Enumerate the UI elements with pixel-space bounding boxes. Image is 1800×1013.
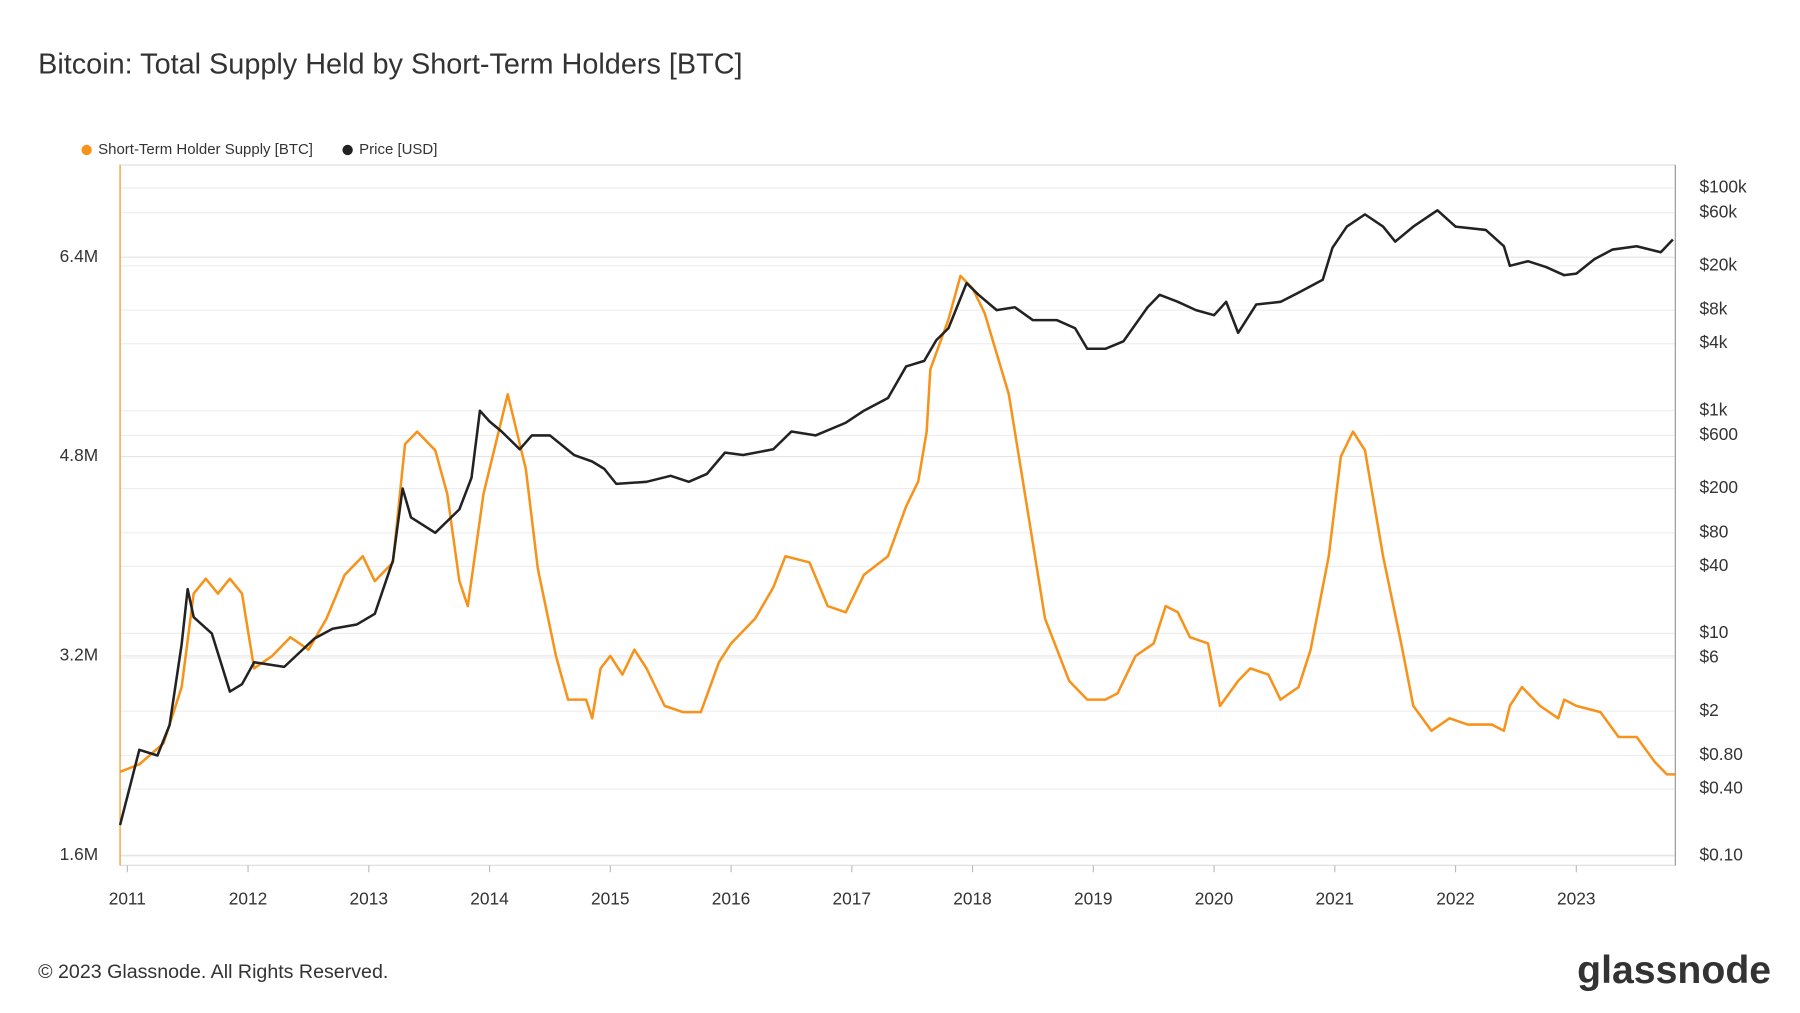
y2-tick-label: $4k [1700, 332, 1728, 352]
series-line [118, 209, 1674, 826]
legend: Short-Term Holder Supply [BTC] Price [USD… [81, 141, 437, 158]
y2-tick-label: $200 [1700, 477, 1738, 497]
legend-swatch [342, 144, 353, 156]
series-line [119, 274, 1676, 776]
x-tick-label: 2017 [833, 888, 871, 908]
x-tick-label: 2011 [109, 888, 146, 908]
legend-label: Price [USD] [359, 141, 437, 158]
y2-tick-label: $100k [1700, 177, 1747, 197]
x-tick-label: 2018 [953, 888, 991, 908]
x-tick-label: 2013 [350, 888, 388, 908]
y-tick-label: 1.6M [60, 844, 98, 864]
x-tick-label: 2012 [229, 888, 267, 908]
brand-logo: glassnode [1577, 948, 1771, 992]
y2-tick-label: $600 [1700, 424, 1738, 444]
legend-label: Short-Term Holder Supply [BTC] [98, 141, 313, 158]
y2-tick-label: $8k [1700, 299, 1728, 319]
plot-frame [119, 164, 1676, 866]
y2-tick-label: $1k [1700, 399, 1728, 419]
x-tick-label: 2022 [1436, 888, 1474, 908]
chart-title: Bitcoin: Total Supply Held by Short-Term… [38, 48, 742, 80]
y2-tick-label: $80 [1700, 521, 1729, 541]
legend-swatch [81, 144, 92, 156]
y2-tick-label: $40 [1700, 555, 1729, 575]
y-tick-label: 3.2M [60, 645, 98, 665]
y-tick-label: 4.8M [60, 445, 98, 465]
x-tick-label: 2021 [1316, 888, 1354, 908]
y2-tick-label: $10 [1700, 622, 1729, 642]
x-tick-label: 2023 [1557, 888, 1595, 908]
x-tick-label: 2014 [470, 888, 509, 908]
y2-tick-label: $2 [1700, 700, 1719, 720]
y2-tick-label: $60k [1700, 201, 1738, 221]
y2-tick-label: $0.40 [1700, 778, 1743, 798]
y2-tick-label: $0.10 [1700, 845, 1743, 865]
footer: © 2023 Glassnode. All Rights Reserved. [38, 961, 388, 983]
y2-tick-label: $6 [1700, 647, 1719, 667]
y2-tick-label: $20k [1700, 254, 1738, 274]
x-tick-label: 2020 [1195, 888, 1233, 908]
y2-tick-label: $0.80 [1700, 744, 1743, 764]
x-tick-label: 2016 [712, 888, 750, 908]
y-tick-label: 6.4M [60, 246, 98, 266]
x-tick-label: 2015 [591, 888, 629, 908]
x-tick-label: 2019 [1074, 888, 1112, 908]
